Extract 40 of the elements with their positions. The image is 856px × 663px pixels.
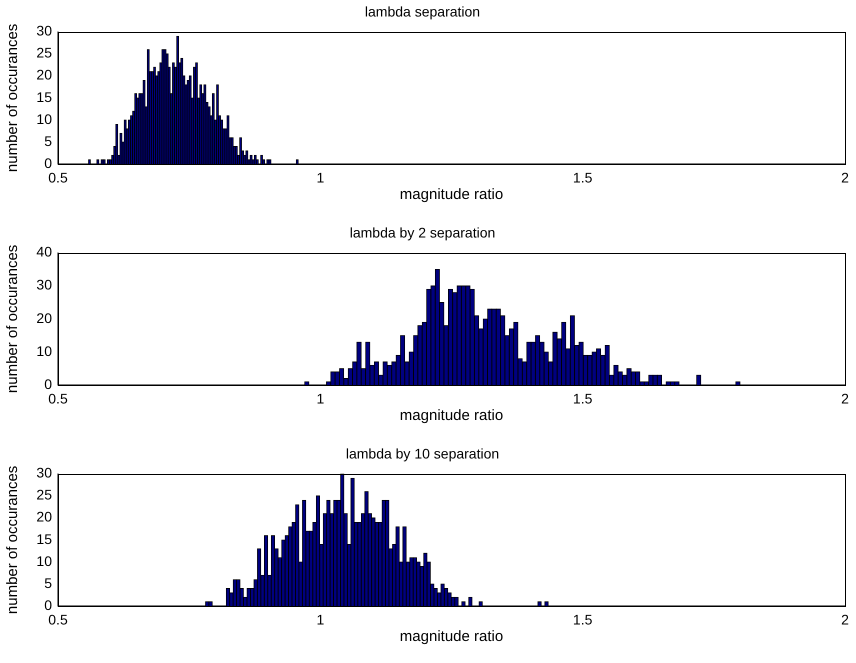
x-tick-label: 1 xyxy=(316,390,324,406)
x-tick-label: 1.5 xyxy=(572,611,593,628)
y-tick-label: 15 xyxy=(36,530,52,547)
x-tick-label: 1.5 xyxy=(572,169,593,186)
y-tick-label: 10 xyxy=(36,552,52,569)
y-tick-label: 25 xyxy=(36,486,52,503)
y-axis-title: number of occurances xyxy=(4,244,22,394)
y-tick-label: 0 xyxy=(44,596,52,613)
chart-title: lambda by 2 separation xyxy=(350,224,496,240)
x-tick-label: 0.5 xyxy=(48,390,68,406)
x-axis-title: magnitude ratio xyxy=(400,628,504,646)
x-tick-label: 0.5 xyxy=(48,169,68,186)
x-tick-label: 1 xyxy=(316,169,324,186)
x-tick-label: 2 xyxy=(841,611,850,628)
y-tick-label: 30 xyxy=(36,464,52,481)
x-tick-label: 1 xyxy=(316,611,324,628)
x-tick-label: 1.5 xyxy=(572,390,593,406)
y-tick-label: 15 xyxy=(36,88,52,105)
y-tick-label: 5 xyxy=(44,574,52,591)
y-tick-label: 30 xyxy=(36,276,52,293)
y-tick-label: 20 xyxy=(36,508,52,525)
x-tick-label: 0.5 xyxy=(48,611,68,628)
x-axis-title: magnitude ratio xyxy=(400,186,504,204)
chart-title: lambda by 10 separation xyxy=(346,445,500,462)
y-tick-label: 5 xyxy=(44,132,52,149)
y-tick-label: 0 xyxy=(44,376,52,392)
y-tick-label: 20 xyxy=(36,66,52,83)
y-tick-label: 40 xyxy=(36,244,52,260)
x-tick-label: 2 xyxy=(841,169,850,186)
x-tick-label: 2 xyxy=(841,390,850,406)
y-tick-label: 0 xyxy=(44,154,52,171)
chart-title: lambda separation xyxy=(364,3,480,20)
y-axis-title: number of occurances xyxy=(4,24,22,172)
x-axis-title: magnitude ratio xyxy=(400,407,504,424)
y-axis-title: number of occurances xyxy=(4,466,22,614)
y-tick-label: 10 xyxy=(36,110,52,127)
y-tick-label: 20 xyxy=(36,310,52,326)
y-tick-label: 25 xyxy=(36,44,52,61)
y-tick-label: 30 xyxy=(36,22,52,39)
y-tick-label: 10 xyxy=(36,342,52,359)
